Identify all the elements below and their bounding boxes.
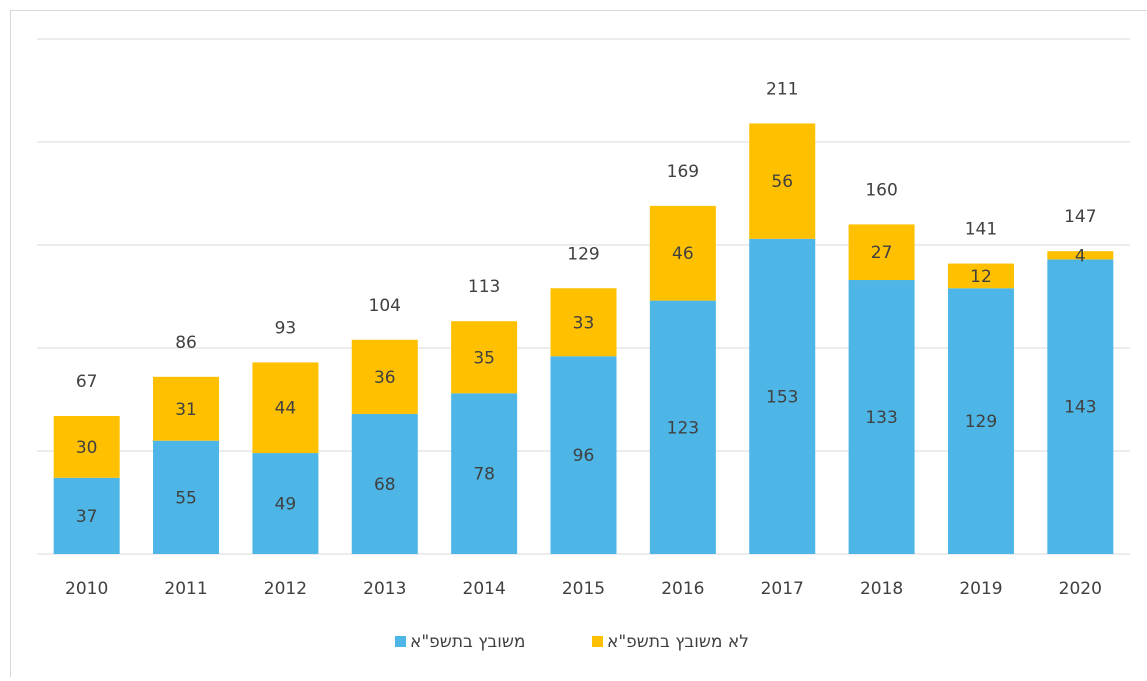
- data-label: 31: [175, 400, 197, 420]
- data-label: 4: [1075, 246, 1086, 266]
- data-label: 133: [865, 408, 897, 428]
- total-label: 67: [76, 372, 98, 392]
- data-label: 68: [374, 475, 396, 495]
- legend-swatch: [395, 636, 406, 647]
- total-label: 113: [468, 277, 500, 297]
- x-tick-label: 2016: [661, 579, 704, 599]
- total-label: 147: [1064, 207, 1096, 227]
- x-tick-label: 2020: [1059, 579, 1102, 599]
- total-label: 169: [667, 162, 699, 182]
- data-label: 36: [374, 368, 396, 388]
- x-tick-label: 2013: [363, 579, 406, 599]
- data-label: 46: [672, 244, 694, 264]
- data-label: 96: [573, 446, 595, 466]
- total-label: 211: [766, 79, 798, 99]
- total-label: 104: [369, 296, 401, 316]
- data-label: 123: [667, 418, 699, 438]
- data-label: 129: [965, 412, 997, 432]
- data-label: 33: [573, 313, 595, 333]
- data-label: 56: [771, 172, 793, 192]
- data-label: 44: [275, 399, 297, 419]
- x-tick-label: 2010: [65, 579, 108, 599]
- x-tick-label: 2011: [164, 579, 207, 599]
- data-label: 55: [175, 488, 197, 508]
- data-label: 153: [766, 387, 798, 407]
- total-label: 160: [865, 180, 897, 200]
- total-label: 141: [965, 220, 997, 240]
- total-label: 86: [175, 333, 197, 353]
- legend-label: משובץ בתשפ"א: [410, 632, 525, 652]
- data-label: 143: [1064, 398, 1096, 418]
- x-tick-label: 2012: [264, 579, 307, 599]
- x-tick-label: 2019: [959, 579, 1002, 599]
- data-label: 35: [473, 348, 495, 368]
- total-label: 129: [567, 244, 599, 264]
- x-tick-label: 2014: [463, 579, 506, 599]
- data-label: 78: [473, 465, 495, 485]
- legend-label: לא משובץ בתשפ"א: [607, 632, 749, 652]
- x-tick-label: 2017: [761, 579, 804, 599]
- data-label: 27: [871, 243, 893, 263]
- data-label: 30: [76, 438, 98, 458]
- data-label: 37: [76, 507, 98, 527]
- legend-swatch: [592, 636, 603, 647]
- data-label: 12: [970, 267, 992, 287]
- x-tick-label: 2015: [562, 579, 605, 599]
- total-label: 93: [275, 318, 297, 338]
- x-tick-label: 2018: [860, 579, 903, 599]
- data-label: 49: [275, 495, 297, 515]
